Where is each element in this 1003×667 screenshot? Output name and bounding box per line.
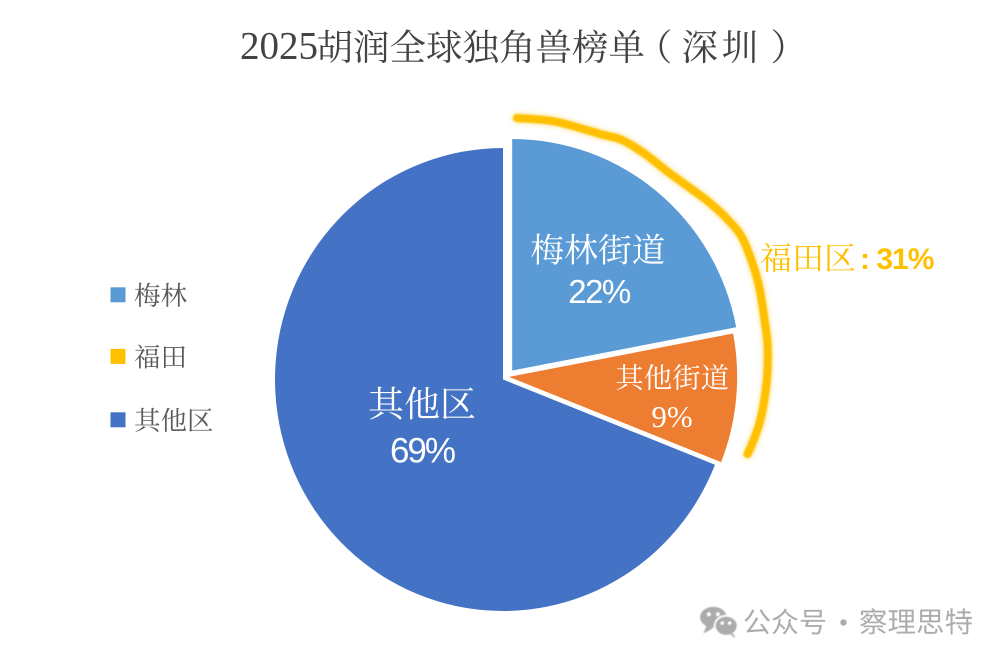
svg-text:: 31%: : 31%: [860, 243, 934, 276]
svg-text:9%: 9%: [651, 399, 692, 434]
svg-text:69%: 69%: [390, 431, 455, 470]
svg-text:22%: 22%: [568, 273, 631, 310]
svg-text:2025: 2025: [240, 24, 318, 67]
